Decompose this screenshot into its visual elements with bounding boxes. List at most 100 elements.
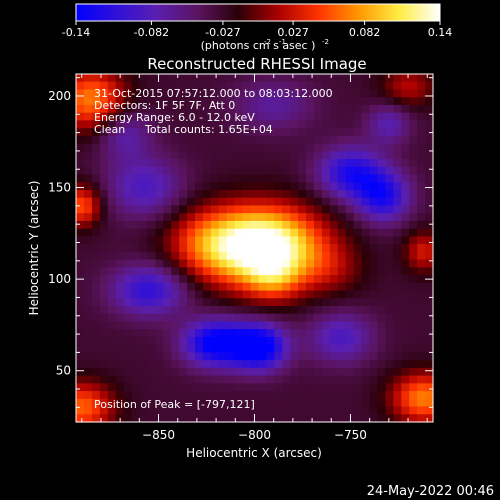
- heatmap-cell: [401, 81, 410, 91]
- heatmap-cell: [361, 360, 371, 369]
- heatmap-cell: [139, 352, 148, 361]
- heatmap-cell: [377, 244, 386, 253]
- heatmap-cell: [155, 151, 164, 160]
- heatmap-cell: [329, 81, 339, 91]
- heatmap-cell: [187, 259, 196, 268]
- heatmap-cell: [171, 352, 180, 361]
- heatmap-cell: [123, 344, 133, 353]
- heatmap-cell: [282, 197, 291, 207]
- heatmap-cell: [274, 104, 283, 114]
- heatmap-cell: [266, 74, 275, 83]
- heatmap-cell: [187, 383, 196, 392]
- heatmap-cell: [314, 367, 323, 377]
- heatmap-cell: [210, 275, 220, 284]
- heatmap-cell: [218, 290, 228, 299]
- heatmap-cell: [393, 174, 402, 183]
- axis-ticks: [76, 74, 433, 422]
- heatmap-cell: [139, 135, 148, 145]
- heatmap-cell: [123, 220, 133, 230]
- heatmap-cell: [250, 251, 260, 261]
- heatmap-cell: [187, 166, 196, 176]
- heatmap-cell: [155, 213, 164, 222]
- heatmap-cell: [187, 375, 196, 384]
- heatmap-cell: [242, 166, 252, 176]
- heatmap-cell: [306, 251, 315, 261]
- heatmap-cell: [321, 406, 331, 415]
- heatmap-cell: [250, 81, 260, 91]
- heatmap-cell: [210, 205, 220, 214]
- heatmap-cell: [187, 143, 196, 152]
- heatmap-cell: [266, 174, 275, 183]
- heatmap-cell: [417, 81, 426, 91]
- heatmap-cell: [187, 213, 196, 222]
- heatmap-cell: [385, 360, 394, 369]
- heatmap-cell: [226, 244, 236, 253]
- heatmap-cell: [298, 275, 307, 284]
- heatmap-cell: [210, 306, 220, 315]
- heatmap-cell: [123, 275, 133, 284]
- heatmap-cell: [202, 251, 212, 261]
- heatmap-cell: [282, 298, 291, 307]
- heatmap-cell: [393, 329, 402, 338]
- heatmap-cell: [226, 74, 236, 83]
- heatmap-cell: [314, 298, 323, 307]
- heatmap-cell: [131, 244, 141, 253]
- heatmap-cell: [290, 166, 299, 176]
- heatmap-cell: [401, 205, 410, 214]
- heatmap-cell: [187, 275, 196, 284]
- heatmap-cell: [250, 336, 260, 346]
- heatmap-cell: [393, 104, 402, 114]
- heatmap-cell: [290, 81, 299, 91]
- heatmap-cell: [258, 112, 267, 121]
- heatmap-cell: [115, 244, 125, 253]
- heatmap-cell: [147, 97, 156, 106]
- heatmap-cell: [266, 398, 275, 408]
- heatmap-cell: [298, 336, 307, 346]
- heatmap-cell: [195, 236, 204, 245]
- heatmap-cell: [425, 375, 434, 384]
- heatmap-cell: [385, 151, 394, 160]
- heatmap-cell: [139, 267, 148, 276]
- heatmap-cell: [298, 282, 307, 292]
- heatmap-cell: [155, 112, 164, 121]
- heatmap-cell: [76, 89, 85, 98]
- heatmap-cell: [282, 166, 291, 176]
- energy-range-annotation: Energy Range: 6.0 - 12.0 keV: [94, 111, 255, 124]
- heatmap-cell: [226, 375, 236, 384]
- heatmap-cell: [385, 251, 394, 261]
- heatmap-cell: [242, 414, 252, 423]
- heatmap-cell: [210, 375, 220, 384]
- heatmap-cell: [337, 205, 347, 214]
- heatmap-cell: [306, 275, 315, 284]
- heatmap-cell: [369, 306, 379, 315]
- heatmap-cell: [139, 282, 148, 292]
- heatmap-cell: [409, 321, 418, 330]
- heatmap-cell: [76, 143, 85, 152]
- heatmap-cell: [314, 313, 323, 323]
- heatmap-cell: [179, 120, 188, 129]
- heatmap-cell: [139, 244, 148, 253]
- heatmap-cell: [147, 244, 156, 253]
- heatmap-cell: [99, 182, 109, 191]
- heatmap-cell: [171, 135, 180, 145]
- heatmap-cell: [266, 306, 275, 315]
- heatmap-cell: [329, 74, 339, 83]
- heatmap-cell: [282, 220, 291, 230]
- heatmap-cell: [353, 143, 363, 152]
- heatmap-cell: [345, 360, 355, 369]
- heatmap-cell: [369, 97, 379, 106]
- heatmap-cell: [76, 267, 85, 276]
- heatmap-cell: [131, 166, 141, 176]
- heatmap-cell: [234, 267, 244, 276]
- heatmap-cell: [226, 190, 236, 199]
- heatmap-cell: [393, 282, 402, 292]
- heatmap-cell: [266, 213, 275, 222]
- heatmap-cell: [345, 329, 355, 338]
- heatmap-cell: [258, 143, 267, 152]
- heatmap-cell: [377, 367, 386, 377]
- heatmap-cell: [306, 135, 315, 145]
- heatmap-cell: [202, 352, 212, 361]
- heatmap-cell: [218, 182, 228, 191]
- heatmap-cell: [306, 344, 315, 353]
- heatmap-cell: [409, 391, 418, 400]
